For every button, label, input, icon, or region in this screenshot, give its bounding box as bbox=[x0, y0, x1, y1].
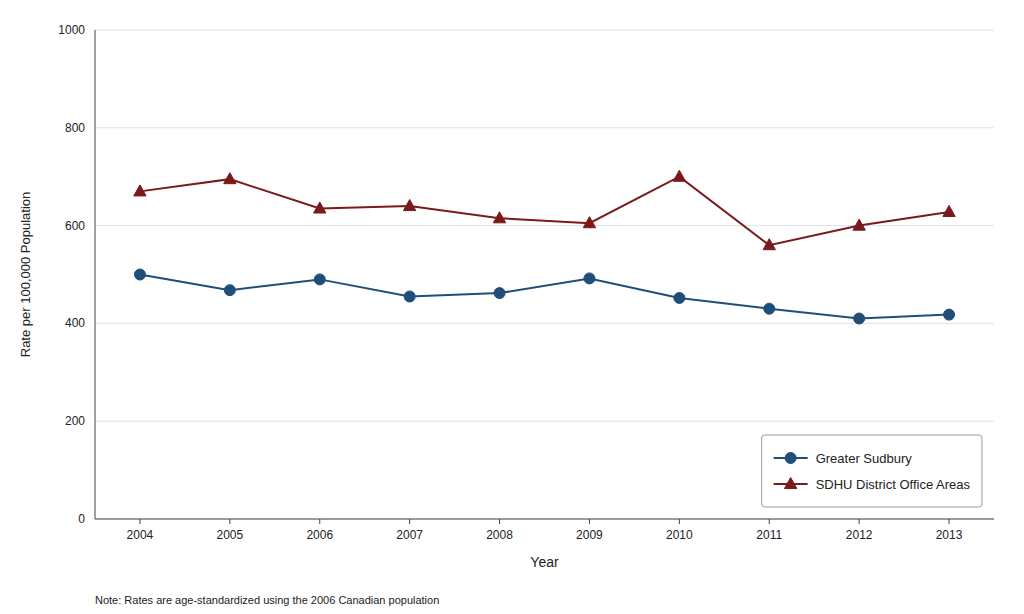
point bbox=[134, 185, 146, 196]
x-tick-label: 2013 bbox=[936, 528, 963, 542]
x-tick bbox=[589, 519, 590, 524]
legend-label: SDHU District Office Areas bbox=[816, 477, 971, 492]
x-tick bbox=[229, 519, 230, 524]
x-tick-label: 2004 bbox=[127, 528, 154, 542]
y-tick-label: 400 bbox=[65, 316, 85, 330]
point bbox=[763, 239, 775, 250]
point bbox=[134, 269, 145, 280]
y-grid bbox=[95, 30, 994, 519]
point bbox=[314, 274, 325, 285]
x-tick-label: 2012 bbox=[846, 528, 873, 542]
series-line bbox=[140, 177, 949, 245]
point bbox=[224, 173, 236, 184]
y-tick-label: 1000 bbox=[58, 23, 85, 37]
grid-line bbox=[95, 127, 994, 128]
series bbox=[134, 269, 954, 324]
point bbox=[944, 309, 955, 320]
legend-box bbox=[762, 435, 982, 507]
x-tick-label: 2010 bbox=[666, 528, 693, 542]
legend-swatch-marker bbox=[784, 478, 796, 489]
chart-svg: 0 200 400 600 800 1000 2004 2005 2006 2007 2008 200… bbox=[0, 0, 1024, 614]
x-tick bbox=[859, 519, 860, 524]
point bbox=[673, 170, 685, 181]
series bbox=[134, 170, 955, 250]
point bbox=[584, 273, 595, 284]
point bbox=[403, 200, 415, 211]
x-tick-label: 2006 bbox=[306, 528, 333, 542]
y-axis-line bbox=[95, 30, 96, 519]
x-axis-label: Year bbox=[530, 554, 559, 570]
point bbox=[943, 205, 955, 216]
series-line bbox=[140, 275, 949, 319]
point bbox=[764, 303, 775, 314]
point bbox=[494, 288, 505, 299]
grid-line bbox=[95, 30, 994, 31]
x-tick bbox=[679, 519, 680, 524]
x-tick-label: 2008 bbox=[486, 528, 513, 542]
y-tick-label: 200 bbox=[65, 414, 85, 428]
x-tick bbox=[319, 519, 320, 524]
x-tick bbox=[139, 519, 140, 524]
point bbox=[674, 292, 685, 303]
x-tick-label: 2007 bbox=[396, 528, 423, 542]
point bbox=[404, 291, 415, 302]
y-tick-label: 0 bbox=[78, 512, 85, 526]
y-tick-label: 600 bbox=[65, 219, 85, 233]
x-tick bbox=[409, 519, 410, 524]
point bbox=[583, 217, 595, 228]
x-tick bbox=[499, 519, 500, 524]
x-tick-label: 2005 bbox=[216, 528, 243, 542]
grid-line bbox=[95, 421, 994, 422]
legend-label: Greater Sudbury bbox=[816, 451, 913, 466]
legend: Greater Sudbury SDHU District Office Area… bbox=[762, 435, 982, 507]
legend-swatch-marker bbox=[785, 453, 796, 464]
plot-data bbox=[134, 170, 955, 324]
y-tick-label: 800 bbox=[65, 121, 85, 135]
x-tick-label: 2009 bbox=[576, 528, 603, 542]
y-axis-label: Rate per 100,000 Population bbox=[18, 192, 33, 358]
x-tick-label: 2011 bbox=[756, 528, 782, 542]
note: Note: Rates are age-standardized using t… bbox=[95, 594, 439, 606]
point bbox=[314, 202, 326, 213]
chart-container: 0 200 400 600 800 1000 2004 2005 2006 2007 2008 200… bbox=[0, 0, 1024, 614]
x-tick bbox=[949, 519, 950, 524]
point bbox=[493, 212, 505, 223]
point bbox=[853, 219, 865, 230]
point bbox=[854, 313, 865, 324]
x-tick bbox=[769, 519, 770, 524]
point bbox=[224, 285, 235, 296]
